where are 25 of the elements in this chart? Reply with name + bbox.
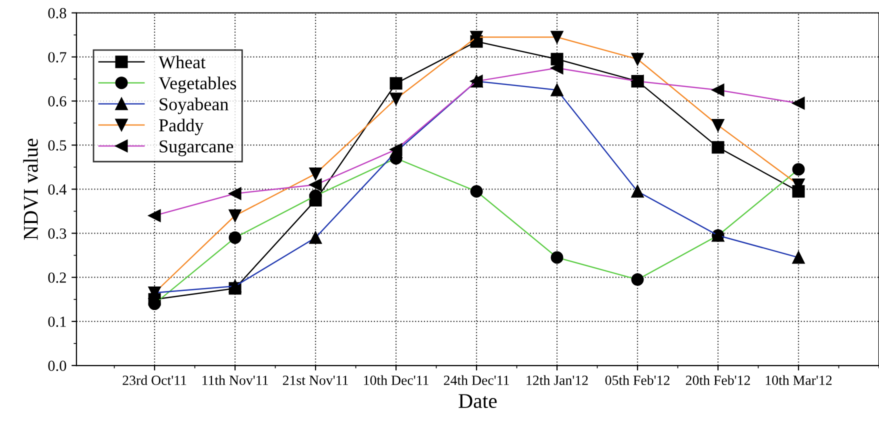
x-tick-label: 21st Nov'11	[282, 376, 348, 386]
y-tick-label: 0.4	[48, 184, 67, 195]
y-tick-label: 0.7	[48, 52, 66, 62]
x-tick-label: 24th Dec'11	[444, 375, 509, 386]
y-tick-label: 0.5	[48, 140, 66, 151]
x-axis-title: Date	[458, 394, 497, 408]
x-tick-label: 05th Feb'12	[605, 375, 670, 386]
x-tick-label: 10th Mar'12	[766, 375, 832, 386]
y-tick-label: 0.3	[48, 228, 66, 239]
legend-label: Sugarcane	[160, 140, 234, 156]
y-tick-label: 0.0	[48, 360, 66, 372]
x-tick-label: 23rd Oct'11	[122, 375, 186, 386]
x-tick-label: 11th Nov'11	[202, 375, 268, 386]
x-tick-label: 10th Dec'11	[364, 375, 428, 386]
y-tick-label: 0.1	[48, 316, 66, 327]
legend-label: Paddy	[159, 118, 204, 136]
x-tick-label: 12th Jan'12	[526, 375, 588, 386]
y-tick-label: 0.6	[48, 96, 66, 107]
x-tick-label: 20th Feb'12	[686, 375, 750, 386]
legend-label: Wheat	[158, 56, 206, 68]
y-axis-title: NDVI value	[23, 138, 38, 240]
y-tick-label: 0.2	[48, 272, 66, 283]
y-tick-label: 0.8	[48, 8, 66, 18]
legend-label: Soyabean	[160, 98, 228, 114]
legend-label: Vegetables	[158, 76, 236, 94]
